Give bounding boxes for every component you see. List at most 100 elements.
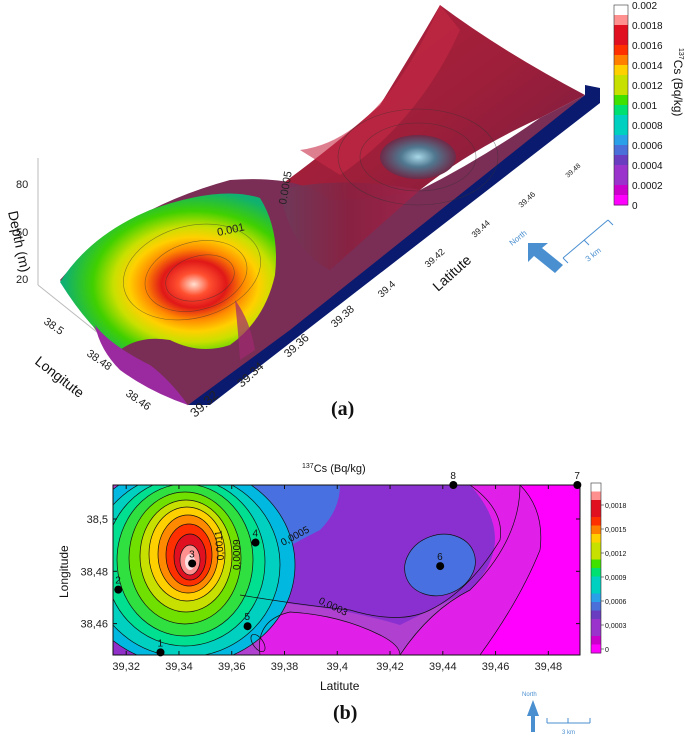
sample-point-label-8: 8	[450, 471, 456, 482]
x3d-tick: 39.4	[376, 279, 398, 300]
x-tick-label-b: 39,4	[327, 661, 348, 673]
contour-lines	[113, 485, 542, 655]
north-arrow-b: North	[522, 692, 539, 732]
colorbar-b-swatch	[591, 525, 601, 535]
colorbar-b-swatch	[591, 542, 601, 552]
colorbar-a-swatch	[614, 145, 628, 156]
colorbar-a-swatch	[614, 135, 628, 146]
colorbar-b-tick: 0,0012	[605, 551, 627, 558]
colorbar-a-swatch	[614, 155, 628, 166]
colorbar-a-tick: 0.0012	[632, 81, 663, 92]
sample-point-4	[251, 538, 260, 547]
colorbar-a-tick: 0.0008	[632, 121, 663, 132]
colorbar-b-swatch	[591, 508, 601, 518]
surface-peak-region	[60, 193, 276, 350]
colorbar-a-swatch	[614, 35, 628, 46]
colorbar-a-swatch	[614, 25, 628, 36]
colorbar-a-tick: 0.0006	[632, 141, 663, 152]
colorbar-a-tick: 0.002	[632, 1, 657, 12]
contour-label-0011: 0,0011	[213, 530, 227, 561]
x-axis-ticks-b: 39,32 39,34 39,36 39,38 39,4 39,42 39,44 39,46 3…	[112, 485, 562, 673]
colorbar-b-tick: 0,0006	[605, 599, 627, 606]
colorbar-b-swatch	[591, 551, 601, 560]
colorbar-b-swatch	[591, 619, 601, 628]
panel-a-3d-surface: 0.001 0.0005 80 50 20 Depth (m) 38.5 38.…	[5, 1, 685, 420]
colorbar-b-swatch	[591, 491, 601, 501]
surface-plot-svg: 0.001 0.0005 80 50 20 Depth (m) 38.5 38.…	[5, 1, 685, 420]
x3d-tick: 39.48	[565, 162, 583, 179]
sample-point-8	[449, 481, 458, 489]
colorbar-a-swatch	[614, 115, 628, 126]
colorbar-a-swatch	[614, 185, 628, 196]
colorbar-b-swatch	[591, 568, 601, 577]
y-tick-label-b: 38,46	[80, 619, 108, 631]
x3d-tick: 39.42	[423, 247, 447, 270]
sample-point-label-5: 5	[245, 612, 251, 623]
caption-b: (b)	[333, 702, 358, 724]
colorbar-a-swatch	[614, 75, 628, 86]
x-tick-label-b: 39,46	[482, 661, 510, 673]
contour-frame	[112, 484, 581, 656]
z-axis-label: Depth (m)	[5, 209, 34, 273]
colorbar-a-tick: 0	[632, 201, 638, 212]
x-tick-label-b: 39,36	[218, 661, 246, 673]
z-tick-80: 80	[16, 179, 28, 191]
surface-contour-label-2: 0.0005	[277, 170, 295, 205]
colorbar-a-swatch	[614, 5, 628, 16]
x-tick-label-b: 39,42	[376, 661, 404, 673]
north-label-a: North	[508, 228, 529, 247]
surface-contour-label-1: 0.001	[216, 221, 245, 238]
y-axis-label-b: Longitude	[57, 545, 71, 598]
colorbar-b-tick: 0,0015	[605, 527, 627, 534]
surface-contours	[123, 108, 499, 321]
colorbar-a-tick: 0.001	[632, 101, 657, 112]
caption-a: (a)	[331, 398, 355, 420]
colorbar-b-swatch	[591, 483, 601, 492]
north-label-b: North	[522, 692, 537, 698]
contour-title: 137Cs (Bq/kg)	[302, 463, 366, 475]
sample-point-label-4: 4	[252, 529, 258, 540]
colorbar-b-swatch	[591, 610, 601, 620]
colorbar-a: 0.002 0.0018 0.0016 0.0014 0.0012 0.001 0.0008…	[613, 1, 663, 212]
colorbar-a-swatch	[614, 65, 628, 76]
x-tick-label-b: 39,44	[429, 661, 457, 673]
colorbar-a-swatch	[614, 85, 628, 96]
colorbar-a-title: 137Cs (Bq/kg)	[671, 48, 685, 116]
colorbar-a-tick: 0.0016	[632, 41, 663, 52]
colorbar-b-swatch	[591, 644, 601, 654]
sample-point-label-6: 6	[437, 552, 443, 563]
colorbar-a-swatch	[614, 105, 628, 116]
sample-point-label-1: 1	[157, 638, 163, 649]
colorbar-b-swatch	[591, 500, 601, 509]
y-axis-label: Longitute	[32, 353, 87, 401]
x3d-tick: 39.46	[517, 190, 537, 210]
colorbar-b-tick: 0	[605, 647, 609, 654]
colorbar-b-swatch	[591, 585, 601, 594]
colorbar-b-swatch	[591, 593, 601, 603]
sample-point-7	[573, 481, 582, 489]
x-tick-label-b: 39,48	[535, 661, 563, 673]
sample-point-label-3: 3	[189, 549, 195, 560]
sample-point-5	[243, 622, 252, 631]
x-tick-label-b: 39,38	[271, 661, 299, 673]
contour-plot-svg: 137Cs (Bq/kg)	[57, 463, 627, 736]
colorbar-b-swatch	[591, 559, 601, 569]
sample-point-label-7: 7	[574, 471, 580, 482]
sample-point-6	[436, 562, 445, 571]
colorbar-a-tick: 0.0018	[632, 21, 663, 32]
colorbar-a-tick: 0.0002	[632, 181, 663, 192]
colorbar-a-swatch	[614, 55, 628, 66]
x-tick-label-b: 39,34	[165, 661, 193, 673]
x-tick-label-b: 39,32	[112, 661, 140, 673]
scale-label-a: 3 km	[584, 246, 603, 264]
scale-label-b: 3 km	[562, 730, 575, 736]
z-tick-50: 50	[16, 227, 28, 239]
north-arrow-a: North	[508, 228, 563, 273]
colorbar-a-swatch	[614, 165, 628, 176]
contour-fill	[113, 485, 580, 655]
colorbar-b-tick: 0,0003	[605, 623, 627, 630]
sample-points: 1 2 3 4 5 6 7 8	[114, 471, 582, 657]
scale-bar-b: 3 km	[546, 718, 591, 736]
contour-label-0009: 0,0009	[232, 539, 243, 570]
colorbar-a-swatch	[614, 45, 628, 56]
